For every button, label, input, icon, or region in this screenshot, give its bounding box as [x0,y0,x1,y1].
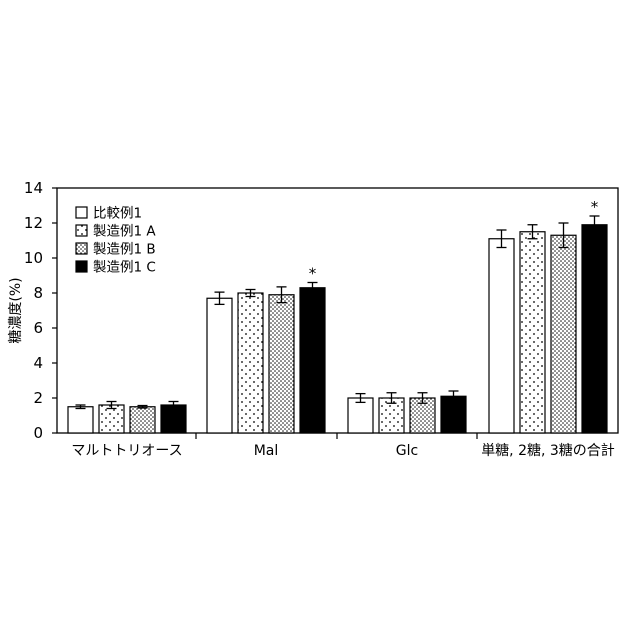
y-tick-label: 14 [24,179,43,197]
y-tick-label: 12 [24,214,43,232]
bar [99,405,124,433]
legend-swatch [76,261,87,272]
legend-swatch [76,243,87,254]
category-label: マルトトリオース [71,443,182,459]
y-tick-label: 10 [24,249,43,267]
bar [300,288,325,433]
y-tick-label: 0 [33,424,43,442]
legend-label: 製造例1 A [93,224,156,240]
bar [520,232,545,433]
bar [269,295,294,433]
legend-swatch [76,225,87,236]
y-tick-label: 4 [33,354,43,372]
category-label: Glc [396,443,418,459]
y-tick-label: 8 [33,284,43,302]
bar [238,293,263,433]
legend-label: 製造例1 C [93,260,156,276]
y-axis-label: 糖濃度(%) [8,277,24,343]
bar [161,405,186,433]
y-tick-label: 6 [33,319,43,337]
bar [582,225,607,433]
category-label: 単糖, 2糖, 3糖の合計 [481,443,615,459]
plot-area: 0 2 4 6 8 10 12 14 糖濃度(%) マルトトリオース Mal Glc 単糖, 2糖, 3… [8,179,618,459]
legend-swatch [76,207,87,218]
significance-mark: * [309,265,317,283]
legend-label: 製造例1 B [93,242,156,258]
legend-label: 比較例1 [93,206,142,222]
bar [207,298,232,433]
y-tick-label: 2 [33,389,43,407]
bar [68,407,93,433]
significance-mark: * [591,198,599,216]
bar [130,407,155,433]
category-label: Mal [254,443,279,459]
bar [489,239,514,433]
bar [551,235,576,433]
bar [348,398,373,433]
